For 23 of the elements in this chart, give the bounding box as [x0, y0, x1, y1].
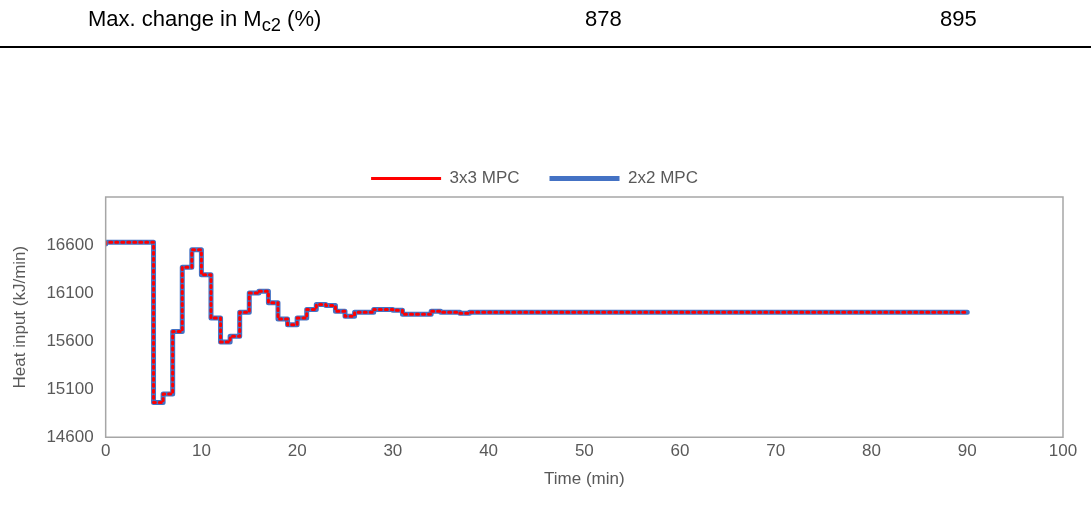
y-tick-label: 14600	[46, 426, 94, 446]
x-tick-label: 20	[287, 441, 307, 461]
x-tick-label: 30	[383, 441, 403, 461]
x-axis-title: Time (min)	[544, 469, 625, 489]
y-axis-title: Heat input (kJ/min)	[9, 245, 29, 389]
y-tick-label: 16600	[46, 234, 94, 254]
text: 895	[940, 6, 977, 32]
x-tick-label: 50	[574, 441, 594, 461]
x-tick-label: 60	[670, 441, 690, 461]
y-tick-label: 15100	[46, 378, 94, 398]
x-tick-label: 0	[100, 441, 111, 461]
x-tick-label: 70	[766, 441, 786, 461]
x-tick-label: 40	[479, 441, 499, 461]
text: Max. change in M$_{c2}$ (%)	[88, 6, 322, 37]
x-tick-label: 10	[191, 441, 211, 461]
x-tick-label: 80	[862, 441, 881, 461]
x-tick-label: 100	[1048, 441, 1078, 461]
x-tick-label: 90	[957, 441, 977, 461]
legend-label: 2x2 MPC	[628, 168, 698, 188]
text: 878	[585, 6, 622, 32]
legend-label: 3x3 MPC	[449, 168, 520, 188]
y-tick-label: 15600	[46, 330, 94, 350]
y-tick-label: 16100	[46, 282, 94, 302]
